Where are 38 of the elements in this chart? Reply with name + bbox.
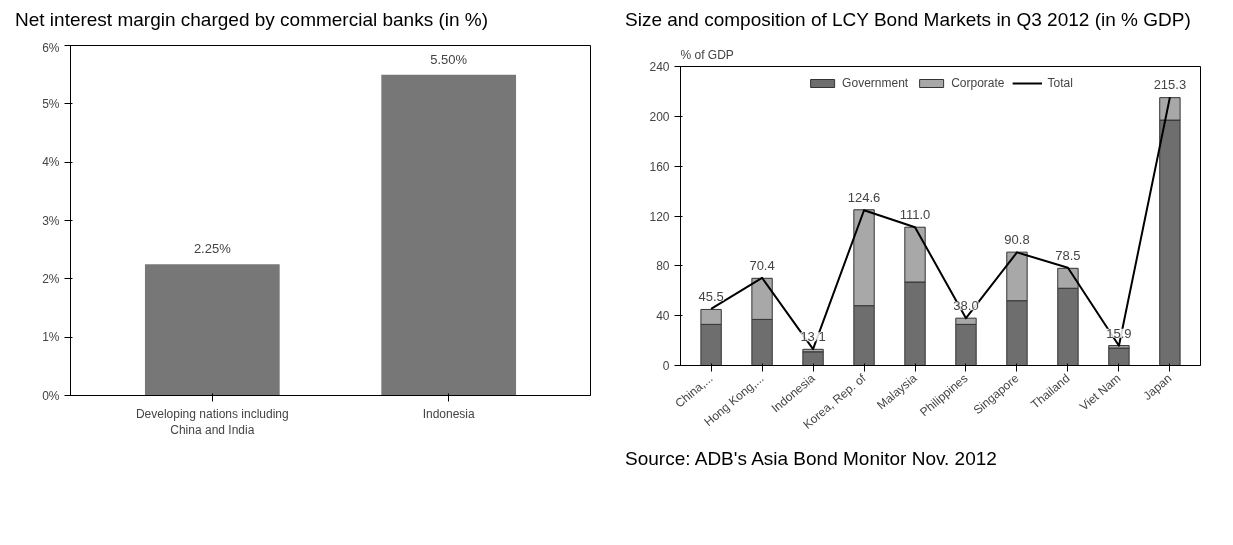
data-label: 5.50% <box>430 52 468 68</box>
data-label: 78.5 <box>1055 248 1081 264</box>
x-tick-label: Indonesia <box>422 406 476 421</box>
bar <box>1108 347 1130 366</box>
data-label: 70.4 <box>749 258 775 274</box>
legend-label: Total <box>1047 76 1073 91</box>
x-tick-label: Viet Nam <box>1076 371 1124 414</box>
y-tick-label: 3% <box>42 213 60 228</box>
y-tick-label: 200 <box>649 110 670 125</box>
y-tick-label: 40 <box>656 309 670 324</box>
y-tick-label: 2% <box>42 272 60 287</box>
legend-label: Corporate <box>951 76 1005 91</box>
y-tick-label: 160 <box>649 160 670 175</box>
data-label: 90.8 <box>1004 232 1030 248</box>
data-label: 13.1 <box>800 329 826 345</box>
data-label: 45.5 <box>698 289 724 305</box>
data-label: 124.6 <box>847 190 881 206</box>
legend-label: Government <box>842 76 909 91</box>
bar <box>802 351 824 366</box>
x-tick-label: Developing nations including China and India <box>135 406 289 438</box>
y-tick-label: 120 <box>649 209 670 224</box>
y-tick-label: 0 <box>662 359 670 374</box>
chart-title: Size and composition of LCY Bond Markets in Q3 2012 (in % GDP) <box>625 8 1191 32</box>
y-tick-label: 1% <box>42 330 60 345</box>
y-tick-label: 6% <box>42 40 60 55</box>
data-label: 38.0 <box>953 298 979 314</box>
data-label: 2.25% <box>193 241 232 257</box>
y-tick-label: 0% <box>42 388 60 403</box>
data-label: 215.3 <box>1153 77 1187 93</box>
y-axis-title: % of GDP <box>680 47 734 62</box>
source-note: Source: ADB's Asia Bond Monitor Nov. 2012 <box>625 447 997 472</box>
y-tick-label: 5% <box>42 97 60 112</box>
chart-title: Net interest margin charged by commercial banks (in %) <box>15 8 489 32</box>
y-tick-label: 240 <box>649 60 670 75</box>
y-tick-label: 80 <box>656 259 670 274</box>
data-label: 15.9 <box>1106 326 1132 342</box>
data-label: 111.0 <box>899 207 931 223</box>
y-tick-label: 4% <box>42 155 60 170</box>
